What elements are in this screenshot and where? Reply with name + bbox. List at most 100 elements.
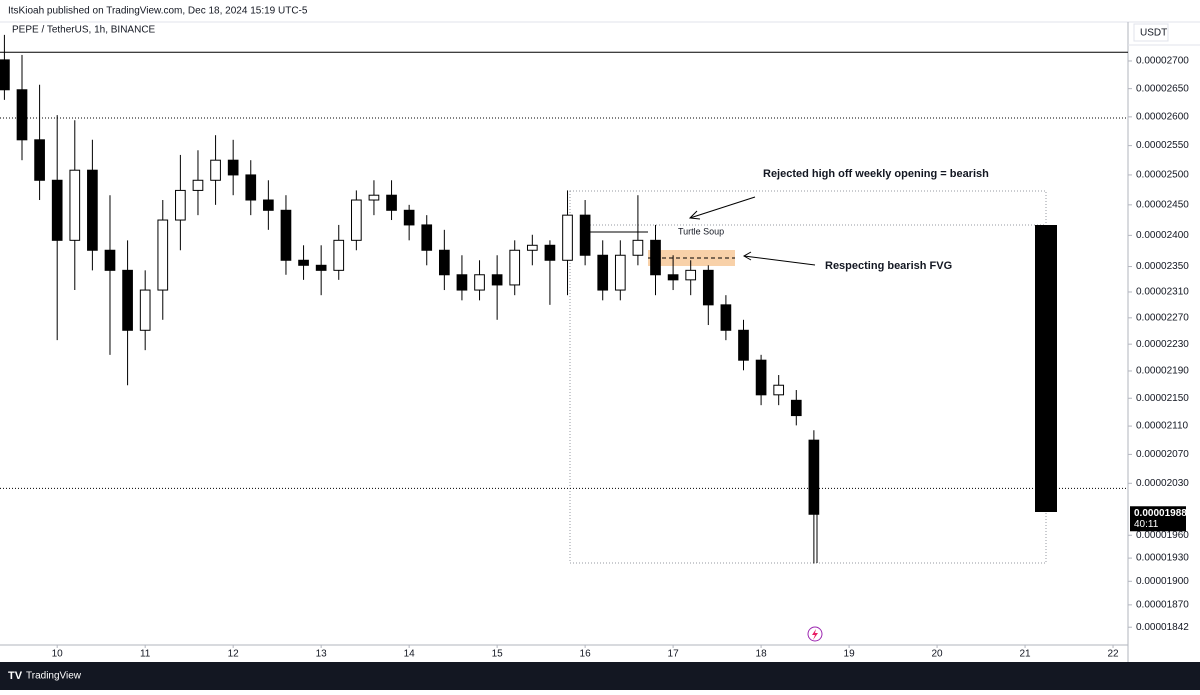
candle-body	[175, 189, 186, 221]
chart-title: PEPE / TetherUS, 1h, BINANCE	[12, 25, 156, 36]
arrow-head	[742, 251, 752, 261]
currency: USDT	[1140, 28, 1167, 39]
brand: TradingView	[26, 671, 82, 682]
y-tick-label: 0.00002600	[1136, 111, 1189, 122]
candle-body	[298, 259, 309, 266]
y-tick-label: 0.00002110	[1136, 421, 1189, 432]
candle-body	[104, 249, 116, 271]
range-box	[569, 190, 1047, 564]
footer	[0, 662, 1200, 690]
arrow-fvg	[743, 255, 816, 266]
candle-body	[685, 269, 697, 281]
countdown: 40:11	[1134, 519, 1159, 530]
candle-body	[351, 199, 362, 241]
x-tick-label: 11	[140, 649, 151, 660]
candle-body	[245, 174, 257, 201]
y-tick-label: 0.00002230	[1136, 339, 1189, 350]
y-tick-label: 0.00002070	[1136, 449, 1189, 460]
candle-body	[16, 89, 28, 141]
candle-body	[421, 224, 433, 251]
candle-body	[790, 399, 802, 417]
candle-body	[122, 269, 133, 331]
candle-body	[157, 219, 169, 291]
candle-body	[263, 199, 274, 211]
candle-body	[280, 209, 292, 261]
x-tick-label: 20	[932, 649, 944, 660]
arrow-head	[688, 210, 701, 220]
x-tick-label: 10	[52, 649, 64, 660]
candle-body	[333, 239, 345, 271]
y-tick-label: 0.00001930	[1136, 553, 1189, 564]
y-tick-label: 0.00001960	[1136, 530, 1189, 541]
annotation: Rejected high off weekly opening = beari…	[763, 168, 989, 180]
publisher: ItsKioah published on TradingView.com, D…	[8, 6, 308, 17]
candle-body	[69, 169, 81, 241]
candle-body	[491, 274, 503, 286]
candle-body	[456, 274, 468, 291]
x-tick-label: 18	[756, 649, 768, 660]
candle-body	[509, 249, 521, 286]
candle-body	[579, 214, 591, 256]
projection-bar	[1035, 225, 1057, 512]
y-tick-label: 0.00002190	[1136, 366, 1189, 377]
candle-body	[87, 169, 98, 251]
candle-body	[614, 254, 626, 291]
candle-body	[544, 244, 556, 261]
x-tick-label: 14	[404, 649, 416, 660]
y-tick-label: 0.00002500	[1136, 170, 1189, 181]
candle-body	[368, 194, 380, 201]
x-tick-label: 17	[668, 649, 680, 660]
y-tick-label: 0.00001842	[1136, 622, 1189, 633]
price-tag-label: 0.00001988	[1134, 508, 1187, 519]
y-tick-label: 0.00002270	[1136, 312, 1189, 323]
annotation: Respecting bearish FVG	[825, 260, 952, 272]
candle-body	[755, 359, 767, 396]
event-icon[interactable]	[807, 626, 823, 642]
y-tick-label: 0.00002700	[1136, 56, 1189, 67]
candle-body	[51, 179, 63, 241]
currency-box	[1133, 23, 1169, 42]
candle-body	[526, 244, 538, 251]
y-tick-label: 0.00002450	[1136, 199, 1189, 210]
candle-body	[474, 274, 485, 291]
candle-body	[650, 239, 661, 276]
y-tick-label: 0.00001870	[1136, 600, 1189, 611]
candle-body	[773, 384, 785, 396]
candle-body	[720, 304, 732, 331]
y-tick-label: 0.00002550	[1136, 140, 1189, 151]
x-tick-label: 15	[492, 649, 504, 660]
candle-body	[438, 249, 450, 276]
candle-body	[0, 59, 10, 91]
x-tick-label: 19	[844, 649, 856, 660]
candle-body	[738, 329, 749, 361]
x-tick-label: 16	[580, 649, 592, 660]
brand-logo: TV	[8, 670, 23, 682]
x-tick-label: 22	[1107, 649, 1119, 660]
x-tick-label: 12	[228, 649, 240, 660]
price-tag	[1130, 506, 1186, 532]
event-bolt	[812, 629, 818, 640]
x-tick-label: 13	[316, 649, 328, 660]
y-tick-label: 0.00002400	[1136, 230, 1189, 241]
x-tick-label: 21	[1019, 649, 1031, 660]
candle-body	[702, 269, 714, 306]
candle-body	[808, 439, 820, 515]
candle-body	[139, 289, 151, 331]
candle-body	[386, 194, 397, 211]
candle-body	[192, 179, 204, 191]
candle-body	[403, 209, 415, 226]
candle-body	[597, 254, 609, 291]
y-tick-label: 0.00002350	[1136, 261, 1189, 272]
candle-body	[227, 159, 239, 176]
candle-body	[34, 139, 45, 181]
candle-body	[210, 159, 221, 181]
candle-body	[315, 264, 327, 271]
y-tick-label: 0.00002310	[1136, 287, 1189, 298]
y-tick-label: 0.00002150	[1136, 393, 1189, 404]
y-tick-label: 0.00001900	[1136, 576, 1189, 587]
arrow-rejected	[689, 196, 756, 219]
candle-body	[632, 239, 644, 256]
y-tick-label: 0.00002650	[1136, 83, 1189, 94]
